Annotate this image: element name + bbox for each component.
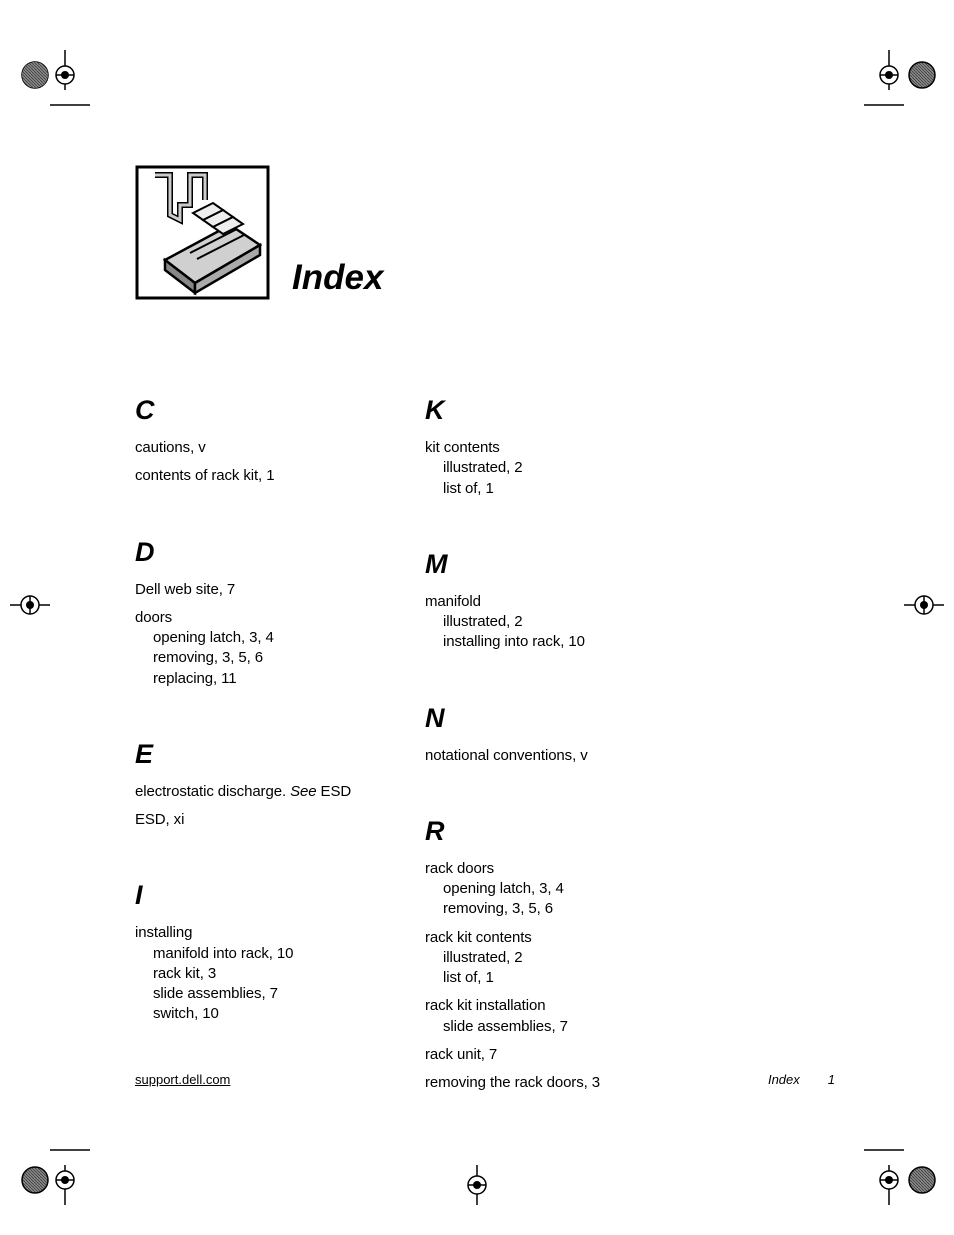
index-entry: notational conventions, v [425, 746, 675, 766]
index-subentry: rack kit, 3 [135, 964, 385, 984]
index-subentry: list of, 1 [425, 968, 675, 988]
crop-mark-bottom-mid [452, 1155, 502, 1205]
index-subentry: slide assemblies, 7 [425, 1017, 675, 1037]
crop-mark-tl [10, 50, 90, 130]
section-letter: D [135, 537, 385, 568]
crop-mark-br [864, 1125, 944, 1205]
footer-page-number: 1 [828, 1072, 835, 1087]
section-letter: N [425, 703, 675, 734]
index-entry: Dell web site, 7 [135, 580, 385, 600]
crop-mark-left-mid [10, 585, 60, 625]
section-letter: R [425, 816, 675, 847]
index-subentry: illustrated, 2 [425, 458, 675, 478]
index-entry: rack kit installationslide assemblies, 7 [425, 996, 675, 1037]
left-column: Ccautions, v contents of rack kit, 1 D Dell… [135, 395, 385, 1101]
index-subentry: illustrated, 2 [425, 948, 675, 968]
index-subentry: switch, 10 [135, 1004, 385, 1024]
index-book-icon [135, 165, 270, 300]
index-subentry: slide assemblies, 7 [135, 984, 385, 1004]
index-entry: rack doorsopening latch, 3, 4removing, 3… [425, 859, 675, 920]
index-entry: kit contentsillustrated, 2list of, 1 [425, 438, 675, 499]
index-entry: rack unit, 7 [425, 1045, 675, 1065]
section-letter: K [425, 395, 675, 426]
index-columns: Ccautions, v contents of rack kit, 1 D Dell… [135, 395, 835, 1101]
index-entry: installingmanifold into rack, 10rack kit… [135, 923, 385, 1024]
footer-right: Index 1 [768, 1072, 835, 1087]
header: Index [135, 165, 835, 300]
index-subentry: manifold into rack, 10 [135, 944, 385, 964]
index-entry: ESD, xi [135, 810, 385, 830]
crop-mark-tr [864, 50, 944, 130]
page-title: Index [292, 258, 383, 298]
right-column: Kkit contentsillustrated, 2list of, 1 Mma… [425, 395, 675, 1101]
index-entry: doorsopening latch, 3, 4removing, 3, 5, … [135, 608, 385, 689]
index-subentry: illustrated, 2 [425, 612, 675, 632]
footer-section-label: Index [768, 1072, 800, 1087]
crop-mark-bl [10, 1125, 90, 1205]
index-entry: rack kit contentsillustrated, 2list of, … [425, 928, 675, 989]
index-entry: electrostatic discharge. See ESD [135, 782, 385, 802]
index-subentry: opening latch, 3, 4 [135, 628, 385, 648]
index-subentry: removing, 3, 5, 6 [135, 648, 385, 668]
index-subentry: list of, 1 [425, 479, 675, 499]
crop-mark-right-mid [894, 585, 944, 625]
section-letter: C [135, 395, 385, 426]
index-entry: cautions, v [135, 438, 385, 458]
footer: support.dell.com Index 1 [135, 1072, 835, 1087]
index-subentry: removing, 3, 5, 6 [425, 899, 675, 919]
footer-url[interactable]: support.dell.com [135, 1072, 230, 1087]
section-letter: I [135, 880, 385, 911]
page-content: Index Ccautions, v contents of rack kit, … [135, 165, 835, 1101]
index-entry: manifoldillustrated, 2installing into ra… [425, 592, 675, 653]
index-subentry: opening latch, 3, 4 [425, 879, 675, 899]
section-letter: M [425, 549, 675, 580]
index-subentry: replacing, 11 [135, 669, 385, 689]
index-subentry: installing into rack, 10 [425, 632, 675, 652]
section-letter: E [135, 739, 385, 770]
index-entry: contents of rack kit, 1 [135, 466, 385, 486]
